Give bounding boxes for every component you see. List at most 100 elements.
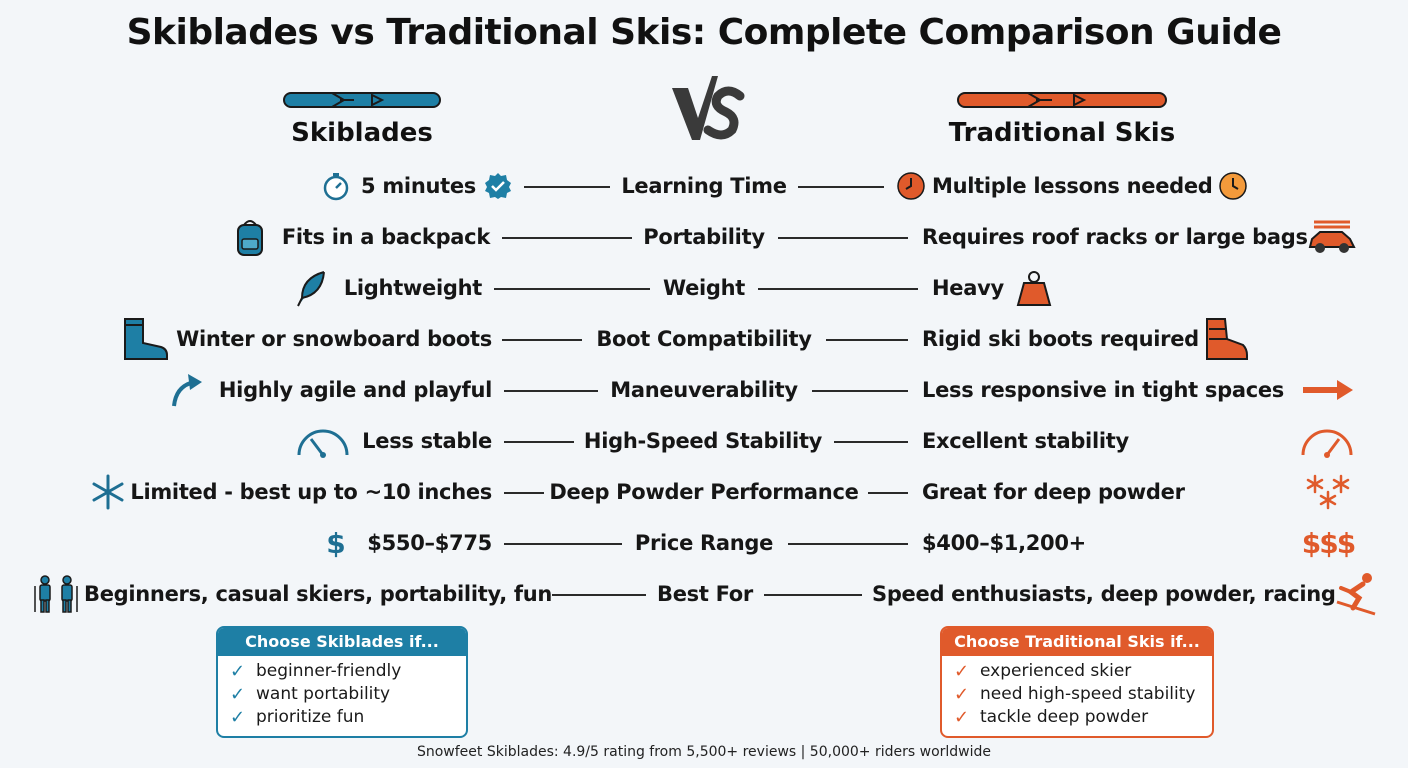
skiers-icon: [30, 575, 82, 613]
speedometer-high-icon: [1298, 423, 1356, 459]
triple-dollar-icon: $$$: [1301, 526, 1356, 560]
comparison-row-high-speed-stability: Less stable High-Speed Stability Excelle…: [0, 423, 1408, 459]
weight-icon: [1014, 270, 1054, 306]
footer-rating: Snowfeet Skiblades: 4.9/5 rating from 5,…: [416, 744, 992, 760]
ski-boot-icon: [1200, 318, 1250, 360]
check-icon: ✓: [954, 707, 970, 728]
connector-line: [494, 288, 650, 290]
category-price-range: Price Range: [634, 531, 774, 555]
comparison-row-boot-compatibility: Winter or snowboard boots Boot Compatibi…: [0, 318, 1408, 360]
comparison-row-deep-powder: Limited - best up to ~10 inches Deep Pow…: [0, 474, 1408, 510]
snowflake-icon: [88, 474, 128, 510]
category-learning-time: Learning Time: [621, 174, 787, 198]
check-icon: ✓: [230, 684, 246, 705]
skiblades-weight: Lightweight: [343, 276, 482, 300]
vs-logo-icon: [672, 76, 745, 140]
clock-icon: [1216, 168, 1250, 204]
skiblades-maneuverability: Highly agile and playful: [218, 378, 492, 402]
curved-arrow-icon: [168, 372, 208, 408]
category-portability: Portability: [643, 225, 765, 249]
connector-line: [798, 186, 884, 188]
check-icon: ✓: [954, 684, 970, 705]
skiblades-learning-time: 5 minutes: [361, 174, 476, 198]
skiblades-best-for: Beginners, casual skiers, portability, f…: [84, 582, 553, 606]
connector-line: [812, 390, 908, 392]
connector-line: [778, 237, 908, 239]
connector-line: [764, 594, 862, 596]
connector-line: [504, 390, 598, 392]
traditional-learning-time: Multiple lessons needed: [932, 174, 1213, 198]
connector-line: [502, 237, 632, 239]
straight-arrow-icon: [1300, 372, 1356, 408]
category-best-for: Best For: [657, 582, 753, 606]
category-maneuverability: Maneuverability: [610, 378, 798, 402]
traditional-deep-powder: Great for deep powder: [922, 480, 1185, 504]
connector-line: [504, 492, 544, 494]
comparison-row-maneuverability: Highly agile and playful Maneuverability…: [0, 372, 1408, 408]
dollar-icon: $: [326, 526, 346, 560]
category-high-speed-stability: High-Speed Stability: [583, 429, 823, 453]
page-title: Skiblades vs Traditional Skis: Complete …: [126, 12, 1282, 53]
checklist-item: ✓ prioritize fun: [230, 706, 466, 729]
connector-line: [758, 288, 918, 290]
choose-traditional-title: Choose Traditional Skis if...: [942, 628, 1212, 656]
clock-icon: [894, 168, 928, 204]
traditional-best-for: Speed enthusiasts, deep powder, racing: [872, 582, 1336, 606]
connector-line: [504, 543, 622, 545]
comparison-row-price-range: $ $550–$775 Price Range $400–$1,200+ $$$: [0, 525, 1408, 561]
checklist-item: ✓ beginner-friendly: [230, 660, 466, 683]
choose-skiblades-box: Choose Skiblades if... ✓ beginner-friendl…: [216, 626, 468, 738]
skiblades-deep-powder: Limited - best up to ~10 inches: [130, 480, 492, 504]
skiblades-price-range: $550–$775: [367, 531, 492, 555]
traditional-price-range: $400–$1,200+: [922, 531, 1086, 555]
connector-line: [504, 441, 574, 443]
checklist-item-text: experienced skier: [980, 661, 1132, 681]
comparison-row-best-for: Beginners, casual skiers, portability, f…: [0, 573, 1408, 616]
connector-line: [502, 339, 582, 341]
skiblade-icon: [283, 92, 441, 108]
check-icon: ✓: [230, 707, 246, 728]
category-weight: Weight: [662, 276, 746, 300]
connector-line: [788, 543, 908, 545]
checklist-item: ✓ need high-speed stability: [954, 683, 1212, 706]
traditional-skis-header: Traditional Skis: [948, 118, 1176, 148]
connector-line: [552, 594, 646, 596]
checklist-item-text: tackle deep powder: [980, 707, 1149, 727]
connector-line: [834, 441, 908, 443]
category-boot-compatibility: Boot Compatibility: [596, 327, 812, 351]
check-icon: ✓: [954, 661, 970, 682]
boot-icon: [120, 318, 170, 360]
traditional-high-speed-stability: Excellent stability: [922, 429, 1129, 453]
snowflakes-icon: [1300, 474, 1356, 510]
racing-skier-icon: [1332, 573, 1380, 616]
connector-line: [826, 339, 908, 341]
connector-line: [868, 492, 908, 494]
check-icon: ✓: [230, 661, 246, 682]
checklist-item-text: prioritize fun: [256, 707, 365, 727]
car-roof-rack-icon: [1302, 219, 1362, 255]
checklist-item: ✓ tackle deep powder: [954, 706, 1212, 729]
checklist-item-text: beginner-friendly: [256, 661, 402, 681]
feather-icon: [292, 270, 332, 307]
checklist-item: ✓ want portability: [230, 683, 466, 706]
checklist-item: ✓ experienced skier: [954, 660, 1212, 683]
speedometer-low-icon: [294, 423, 352, 459]
comparison-row-learning-time: 5 minutes Learning Time Multiple lessons…: [0, 168, 1408, 204]
traditional-maneuverability: Less responsive in tight spaces: [922, 378, 1285, 402]
choose-traditional-box: Choose Traditional Skis if... ✓ experienc…: [940, 626, 1214, 738]
skiblades-header: Skiblades: [291, 118, 433, 148]
traditional-portability: Requires roof racks or large bags: [922, 225, 1308, 249]
skiblades-boot-compatibility: Winter or snowboard boots: [176, 327, 492, 351]
category-deep-powder: Deep Powder Performance: [549, 480, 859, 504]
comparison-row-weight: Lightweight Weight Heavy: [0, 270, 1408, 307]
checklist-item-text: want portability: [256, 684, 391, 704]
traditional-boot-compatibility: Rigid ski boots required: [922, 327, 1199, 351]
connector-line: [524, 186, 610, 188]
choose-skiblades-title: Choose Skiblades if...: [218, 628, 466, 656]
checklist-item-text: need high-speed stability: [980, 684, 1196, 704]
skiblades-portability: Fits in a backpack: [281, 225, 490, 249]
backpack-icon: [228, 219, 272, 256]
skiblades-high-speed-stability: Less stable: [362, 429, 492, 453]
stopwatch-icon: [318, 168, 354, 204]
verified-check-icon: [482, 168, 514, 204]
